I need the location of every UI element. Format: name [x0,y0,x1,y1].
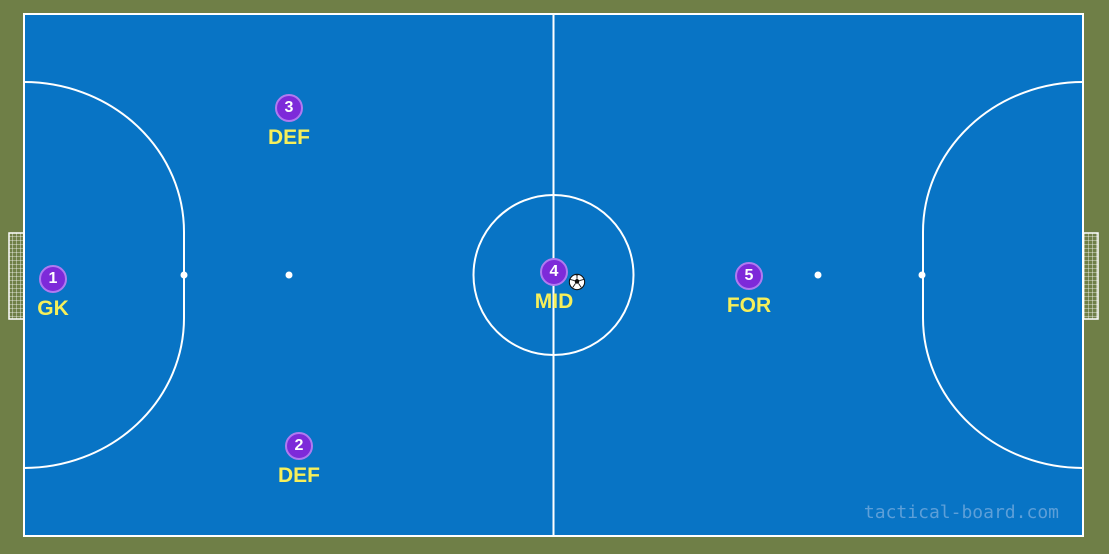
right-penalty-spot [918,271,926,279]
player-role-label: MID [534,290,574,313]
player-role-label: FOR [726,294,772,317]
player-3-def[interactable]: 3 DEF [249,94,329,150]
player-role-label: DEF [268,126,310,149]
player-1-gk[interactable]: 1 GK [13,265,93,321]
player-2-def[interactable]: 2 DEF [259,432,339,488]
player-token-4[interactable]: 4 [540,258,568,286]
player-role-label: DEF [278,464,320,487]
player-5-for[interactable]: 5 FOR [709,262,789,318]
left-second-penalty-spot [285,271,293,279]
watermark: tactical-board.com [863,502,1059,523]
player-token-5[interactable]: 5 [735,262,763,290]
center-circle [472,194,635,356]
player-token-2[interactable]: 2 [285,432,313,460]
soccer-ball-icon[interactable] [568,273,586,291]
right-goal-net [1082,232,1099,320]
player-4-mid[interactable]: 4 MID [514,258,594,314]
player-token-3[interactable]: 3 [275,94,303,122]
right-second-penalty-spot [814,271,822,279]
left-goal-net [8,232,25,320]
player-role-label: GK [37,297,69,320]
left-penalty-spot [180,271,188,279]
player-token-1[interactable]: 1 [39,265,67,293]
